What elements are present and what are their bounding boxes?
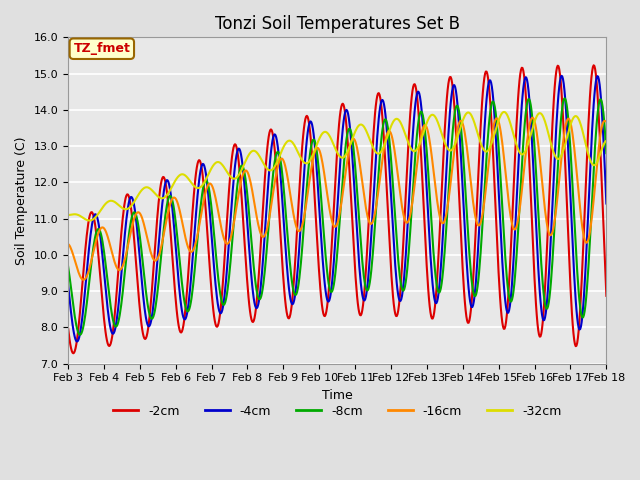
-2cm [64, 324, 72, 330]
-16cm [602, 119, 610, 124]
-16cm [529, 115, 536, 120]
-2cm [213, 324, 221, 330]
-16cm [185, 246, 193, 252]
-8cm [74, 328, 82, 334]
-2cm [602, 293, 610, 299]
-2cm [419, 189, 427, 194]
-4cm [75, 336, 83, 342]
-16cm [130, 216, 138, 222]
-2cm [75, 324, 83, 330]
-4cm [130, 201, 138, 207]
-32cm [403, 137, 411, 143]
-16cm [80, 277, 88, 283]
-16cm [74, 267, 82, 273]
-4cm [419, 123, 427, 129]
Y-axis label: Soil Temperature (C): Soil Temperature (C) [15, 136, 28, 265]
-32cm [185, 176, 193, 182]
Line: -4cm: -4cm [68, 76, 606, 341]
Line: -32cm: -32cm [68, 112, 606, 220]
-4cm [64, 281, 72, 287]
-4cm [557, 73, 565, 79]
-8cm [403, 267, 411, 273]
-4cm [185, 300, 193, 306]
-32cm [64, 212, 72, 218]
Line: -8cm: -8cm [68, 98, 606, 335]
-32cm [130, 199, 138, 205]
-32cm [213, 159, 221, 165]
-8cm [185, 308, 193, 313]
-32cm [419, 132, 427, 137]
-8cm [64, 263, 72, 269]
-4cm [602, 201, 610, 206]
-8cm [602, 150, 610, 156]
-16cm [403, 220, 411, 226]
-16cm [419, 125, 427, 131]
-32cm [74, 212, 82, 218]
Line: -2cm: -2cm [68, 65, 606, 353]
-32cm [500, 109, 508, 115]
-8cm [419, 113, 427, 119]
-16cm [64, 241, 72, 247]
Text: TZ_fmet: TZ_fmet [74, 42, 131, 55]
-2cm [403, 162, 411, 168]
X-axis label: Time: Time [322, 389, 353, 402]
-2cm [130, 234, 138, 240]
-32cm [602, 138, 610, 144]
-2cm [69, 350, 77, 356]
-8cm [76, 332, 84, 338]
-16cm [213, 203, 221, 208]
-2cm [590, 62, 598, 68]
Legend: -2cm, -4cm, -8cm, -16cm, -32cm: -2cm, -4cm, -8cm, -16cm, -32cm [108, 400, 566, 423]
-32cm [86, 217, 93, 223]
-4cm [73, 338, 81, 344]
-8cm [130, 209, 138, 215]
-4cm [403, 229, 411, 235]
Line: -16cm: -16cm [68, 118, 606, 280]
-4cm [213, 295, 221, 301]
-2cm [185, 266, 193, 272]
-8cm [213, 264, 221, 269]
Title: Tonzi Soil Temperatures Set B: Tonzi Soil Temperatures Set B [214, 15, 460, 33]
-8cm [561, 96, 568, 101]
